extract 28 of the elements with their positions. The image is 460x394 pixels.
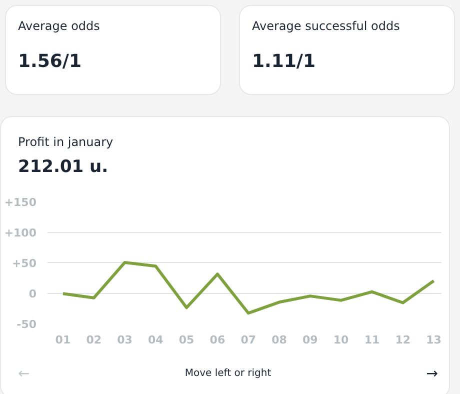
chart-title: Profit in january xyxy=(18,134,114,151)
y-tick-label: +150 xyxy=(4,196,37,209)
text: Average successful odds xyxy=(252,18,400,35)
text: Average odds xyxy=(18,18,100,35)
x-tick-label: 06 xyxy=(210,334,226,346)
text: 1.11/1 xyxy=(252,50,317,74)
x-tick-label: 01 xyxy=(55,334,71,346)
x-tick-label: 05 xyxy=(178,334,194,346)
x-tick-label: 09 xyxy=(302,334,318,346)
x-tick-label: 04 xyxy=(148,334,164,346)
x-tick-label: 03 xyxy=(117,334,132,346)
text: Move left or right xyxy=(184,366,272,381)
y-tick-label: 0 xyxy=(28,288,37,300)
x-tick-label: 07 xyxy=(240,334,256,346)
y-tick-label: -50 xyxy=(16,318,37,331)
x-tick-label: 11 xyxy=(364,334,380,346)
y-tick-label: +100 xyxy=(4,226,37,240)
x-tick-label: 02 xyxy=(86,334,102,346)
text: ← xyxy=(18,365,30,384)
y-tick-label: +50 xyxy=(12,257,37,270)
chart-subtitle: 212.01 u. xyxy=(18,156,110,180)
x-tick-label: 13 xyxy=(426,334,442,346)
text: 1.56/1 xyxy=(18,50,83,74)
x-tick-label: 12 xyxy=(395,334,411,346)
line-series xyxy=(61,261,436,315)
x-tick-label: 10 xyxy=(333,334,350,346)
x-tick-label: 08 xyxy=(272,334,287,346)
text: → xyxy=(426,365,438,384)
